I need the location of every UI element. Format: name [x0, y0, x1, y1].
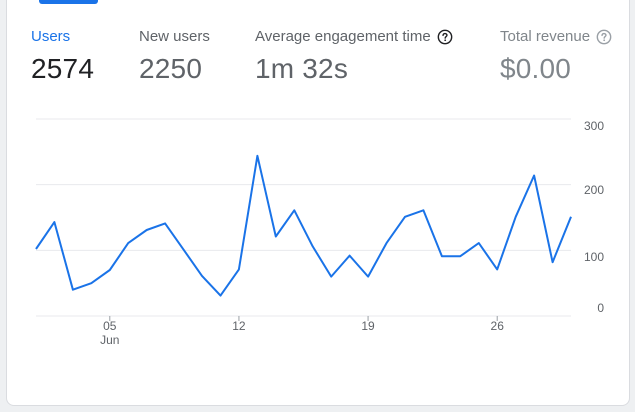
metric-label: Users [31, 28, 71, 45]
x-tick-label: 12 [232, 319, 246, 333]
metric-tab-total-revenue[interactable]: Total revenue $0.00 [500, 28, 612, 85]
help-icon[interactable] [596, 29, 612, 45]
grid-lines [36, 118, 571, 317]
y-tick-label: 100 [584, 250, 604, 264]
metric-tab-new-users[interactable]: New users 2250 [139, 28, 210, 85]
active-tab-indicator [39, 0, 98, 4]
metric-label: Average engagement time [255, 28, 431, 45]
x-tick-label: 19 [361, 319, 375, 333]
x-tick-label: 05 [103, 319, 117, 333]
metric-label: New users [139, 28, 210, 45]
y-tick-label: 200 [584, 183, 604, 197]
y-axis: 0 100 200 300 [584, 119, 604, 315]
series-line [35, 154, 572, 297]
x-tick-label: 26 [491, 319, 505, 333]
series-layer [35, 154, 572, 297]
x-tick-sublabel: Jun [100, 333, 119, 347]
metric-value: $0.00 [500, 53, 572, 84]
metric-tab-avg-engagement-time[interactable]: Average engagement time 1m 32s [255, 28, 453, 85]
metric-tab-users[interactable]: Users 2574 [31, 28, 94, 85]
metric-value: 2574 [31, 53, 95, 84]
help-icon[interactable] [437, 29, 453, 45]
metric-label-row: Average engagement time [255, 28, 453, 45]
metric-value: 1m 32s [255, 53, 349, 84]
metric-label: Total revenue [500, 28, 591, 45]
metric-label-row: Total revenue [500, 28, 612, 45]
metric-value: 2250 [139, 53, 203, 84]
y-tick-label: 0 [597, 301, 604, 315]
y-tick-label: 300 [584, 119, 604, 133]
metrics-card: Users 2574 New users 2250 Average engage… [6, 0, 630, 406]
